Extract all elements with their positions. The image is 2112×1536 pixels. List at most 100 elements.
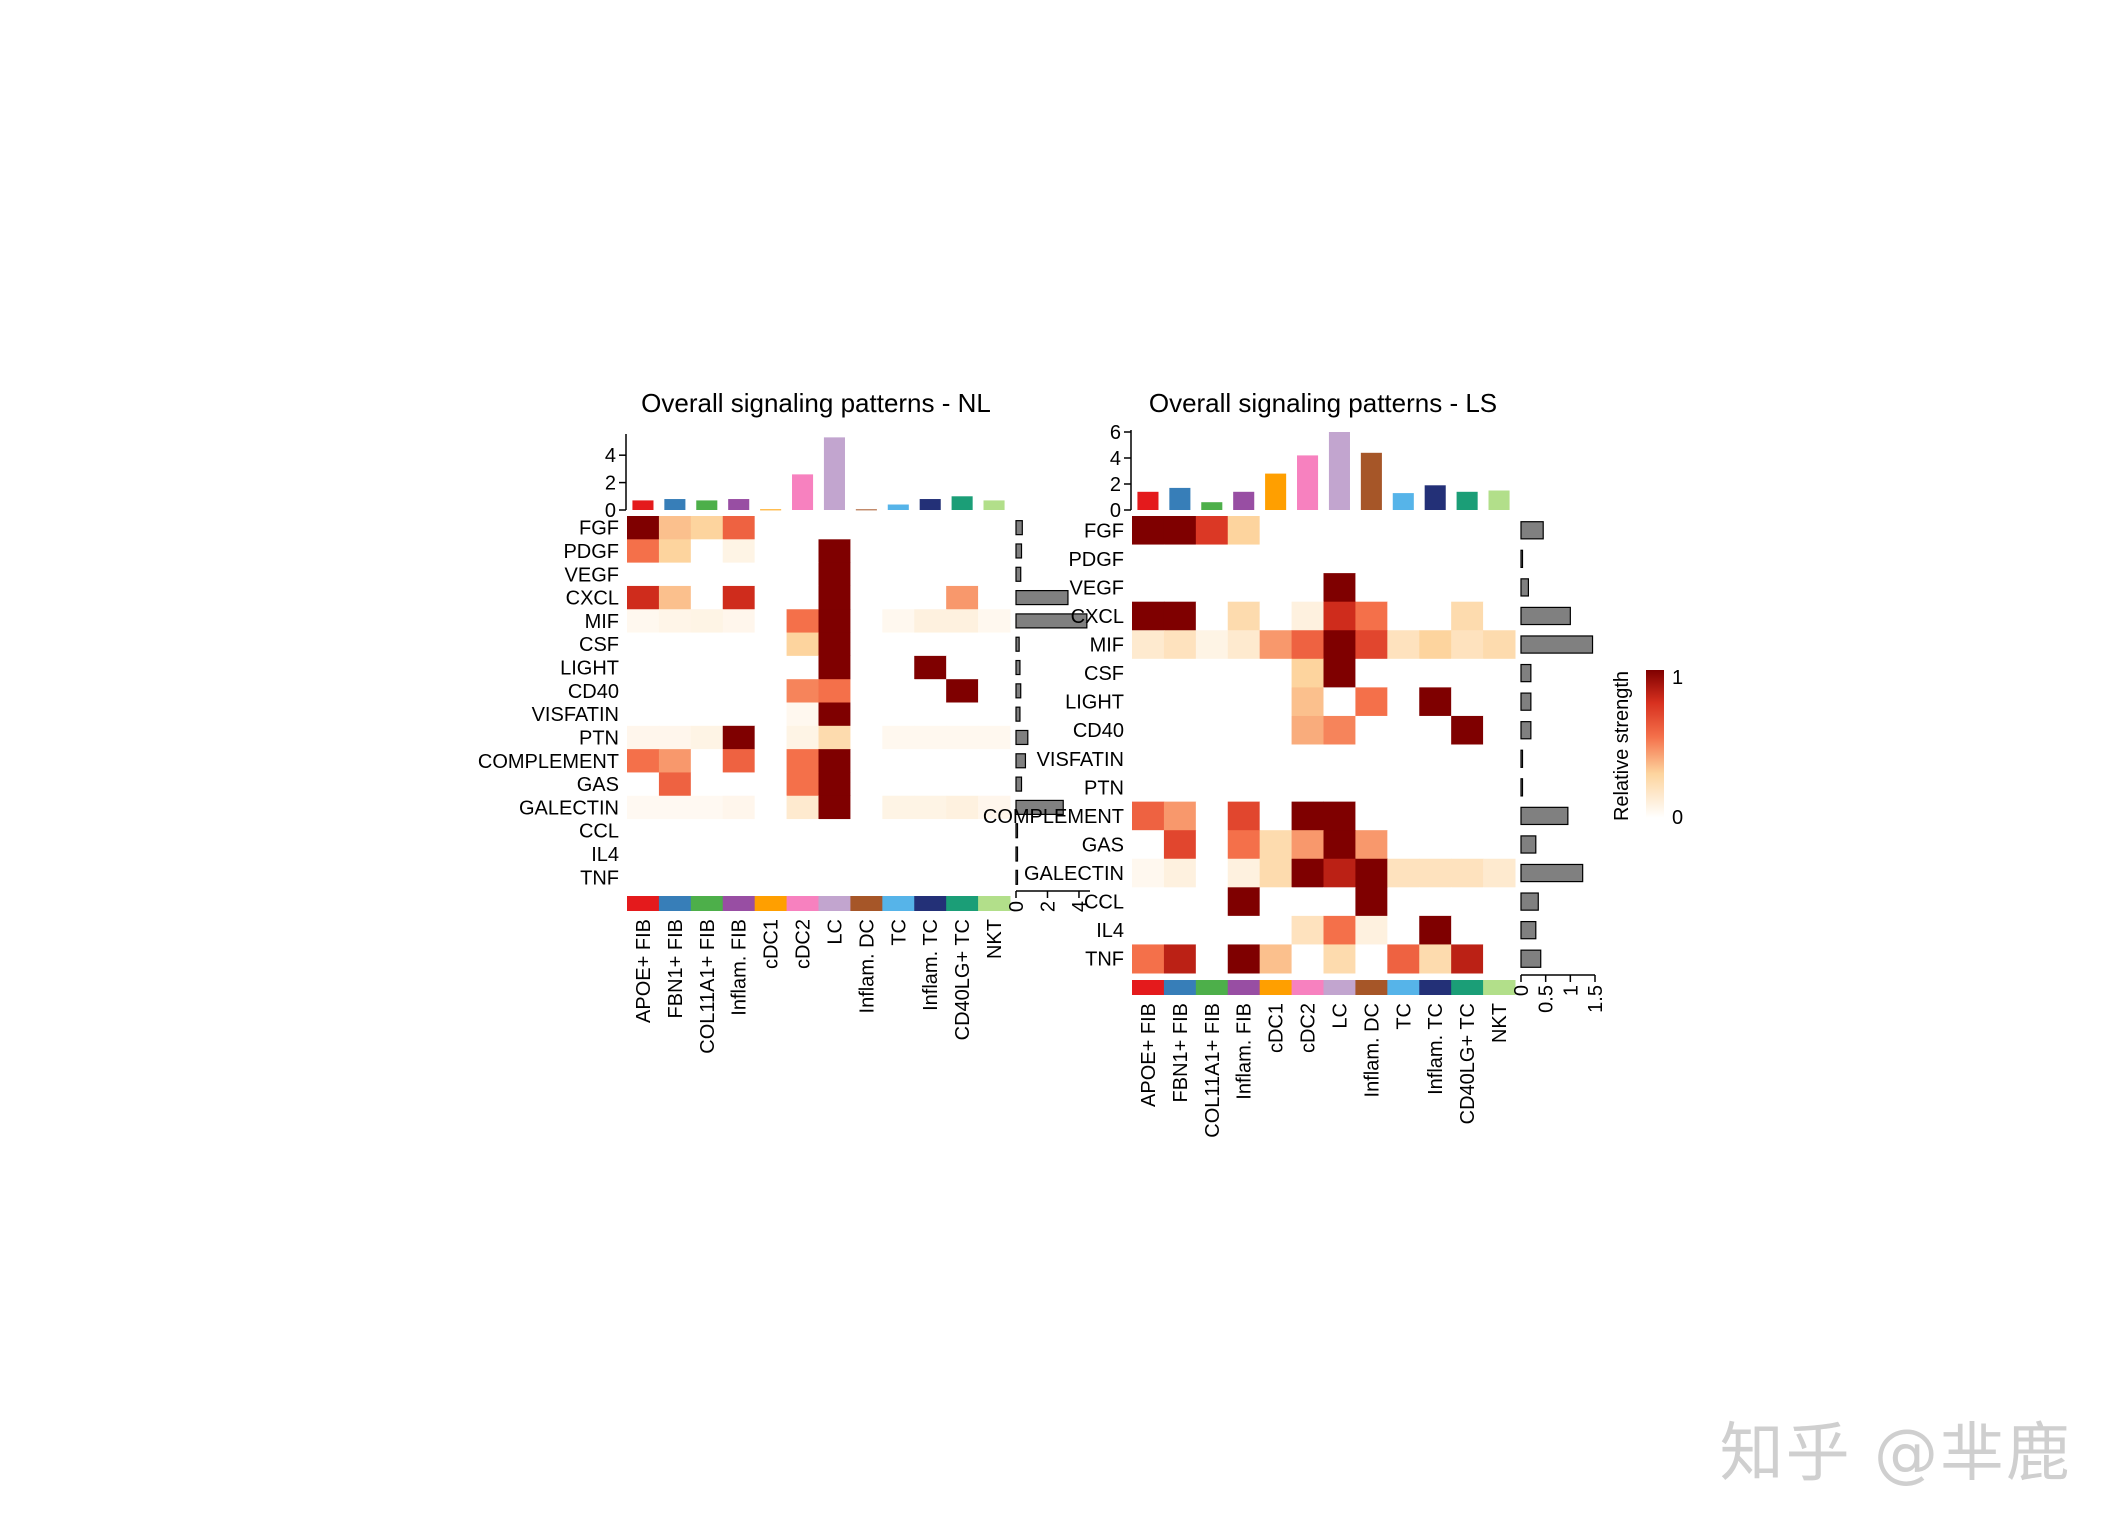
p1-col-label-tc: TC [1393,1003,1415,1030]
p0-cell-mif-fbn1-fib [658,609,692,634]
p0-cell-mif-inflam-fib [722,609,756,634]
p0-celltype-strip-cdc1 [754,896,788,911]
p1-cell-ptn-tc [1387,773,1420,803]
p1-col-label-nkt: NKT [1489,1003,1511,1043]
p1-cell-vegf-col11a1-fib [1195,573,1229,603]
p0-cell-tnf-cdc2 [786,865,819,890]
p1-side-bar-vegf [1520,578,1530,597]
p0-cell-ccl-cdc2 [786,819,819,843]
p1-cell-visfatin-apoe-fib [1132,744,1165,774]
p0-cell-gas-apoe-fib [627,772,660,797]
p0-cell-mif-cdc2 [786,609,819,634]
p0-cell-gas-fbn1-fib [658,772,692,797]
p1-cell-ccl-apoe-fib [1132,887,1165,917]
p1-celltype-strip-tc [1387,980,1420,995]
p0-cell-vegf-apoe-fib [627,562,660,587]
p1-cell-ccl-col11a1-fib [1195,887,1229,917]
p1-cell-csf-fbn1-fib [1163,658,1197,688]
p1-cell-cxcl-nkt [1483,601,1516,631]
p0-cell-tnf-tc [882,865,915,890]
p0-cell-il4-inflam-fib [722,842,756,867]
p0-cell-csf-cdc2 [786,632,819,657]
p1-cell-mif-fbn1-fib [1163,630,1197,660]
p1-cell-pdgf-tc [1387,544,1420,574]
p0-cell-fgf-cdc1 [754,516,788,540]
p1-cell-gas-inflam-tc [1419,830,1452,860]
p1-top-bar-apoe-fib [1137,491,1159,510]
p1-cell-vegf-lc [1323,573,1356,603]
p1-side-bar-cxcl [1520,606,1571,626]
p0-cell-complement-col11a1-fib [690,749,724,773]
p0-cell-cxcl-apoe-fib [627,585,660,610]
p0-cell-mif-lc [818,609,851,634]
p0-top-bar-tc [887,504,909,510]
p0-cell-vegf-inflam-tc [914,562,947,587]
p1-cell-cxcl-fbn1-fib [1163,601,1197,631]
p0-cell-galectin-nkt [978,795,1011,820]
p1-cell-ccl-tc [1387,887,1420,917]
p1-cell-fgf-col11a1-fib [1195,516,1229,546]
p1-cell-mif-cdc1 [1259,630,1293,660]
p0-top-axis-label-4: 4 [605,445,616,467]
p1-cell-galectin-nkt [1483,858,1516,888]
p1-cell-ptn-inflam-tc [1419,773,1452,803]
p1-cell-mif-cd40lg-tc [1451,630,1484,660]
p1-cell-fgf-fbn1-fib [1163,516,1197,546]
p0-cell-csf-lc [818,632,851,657]
p0-cell-tnf-inflam-tc [914,865,947,890]
p1-cell-pdgf-col11a1-fib [1195,544,1229,574]
p1-cell-il4-apoe-fib [1132,915,1165,945]
p1-cell-light-apoe-fib [1132,687,1165,717]
p0-cell-csf-apoe-fib [627,632,660,657]
p1-side-bar-il4 [1520,920,1537,940]
p1-row-label-complement: COMPLEMENT [983,806,1124,828]
p0-side-bar-il4 [1015,846,1019,862]
p1-col-label-inflam-tc: Inflam. TC [1425,1003,1447,1095]
p0-top-bar-cd40lg-tc [951,496,973,510]
p1-cell-mif-lc [1323,630,1356,660]
p0-cell-visfatin-cdc2 [786,702,819,727]
p1-cell-complement-fbn1-fib [1163,801,1197,831]
p1-cell-fgf-nkt [1483,516,1516,546]
p0-cell-vegf-lc [818,562,851,587]
p0-col-label-inflam-dc: Inflam. DC [856,919,878,1013]
p1-top-axis-label-6: 6 [1110,422,1121,444]
p0-col-label-inflam-tc: Inflam. TC [920,919,942,1011]
p0-cell-ptn-cd40lg-tc [946,725,979,750]
watermark: 知乎 @芈鹿 [1719,1417,2072,1491]
p0-cell-light-fbn1-fib [658,655,692,680]
p0-cell-cd40-lc [818,679,851,703]
p0-cell-il4-apoe-fib [627,842,660,867]
p0-cell-csf-cdc1 [754,632,788,657]
p0-cell-galectin-col11a1-fib [690,795,724,820]
p0-row-label-gas: GAS [577,774,619,796]
p0-cell-vegf-cdc1 [754,562,788,587]
p1-cell-il4-inflam-tc [1419,915,1452,945]
p1-cell-cd40-lc [1323,715,1356,745]
p0-cell-tnf-inflam-fib [722,865,756,890]
p0-cell-ccl-lc [818,819,851,843]
p0-cell-light-nkt [978,655,1011,680]
p1-cell-galectin-fbn1-fib [1163,858,1197,888]
p1-cell-galectin-col11a1-fib [1195,858,1229,888]
p1-cell-cd40-col11a1-fib [1195,715,1229,745]
p1-cell-visfatin-fbn1-fib [1163,744,1197,774]
p1-cell-pdgf-nkt [1483,544,1516,574]
p1-cell-cd40-cdc1 [1259,715,1293,745]
p0-cell-gas-inflam-tc [914,772,947,797]
p0-cell-pdgf-cd40lg-tc [946,539,979,564]
p1-cell-complement-cdc1 [1259,801,1293,831]
p0-cell-complement-apoe-fib [627,749,660,773]
p0-cell-galectin-inflam-dc [850,795,883,820]
p0-cell-ptn-lc [818,725,851,750]
p0-celltype-strip-tc [882,896,915,911]
p0-cell-cxcl-inflam-tc [914,585,947,610]
p1-cell-cd40-tc [1387,715,1420,745]
p0-cell-light-cd40lg-tc [946,655,979,680]
p1-row-label-tnf: TNF [1085,949,1124,971]
p0-cell-tnf-cd40lg-tc [946,865,979,890]
p1-cell-light-cdc2 [1291,687,1324,717]
p1-cell-galectin-cd40lg-tc [1451,858,1484,888]
p0-cell-tnf-lc [818,865,851,890]
